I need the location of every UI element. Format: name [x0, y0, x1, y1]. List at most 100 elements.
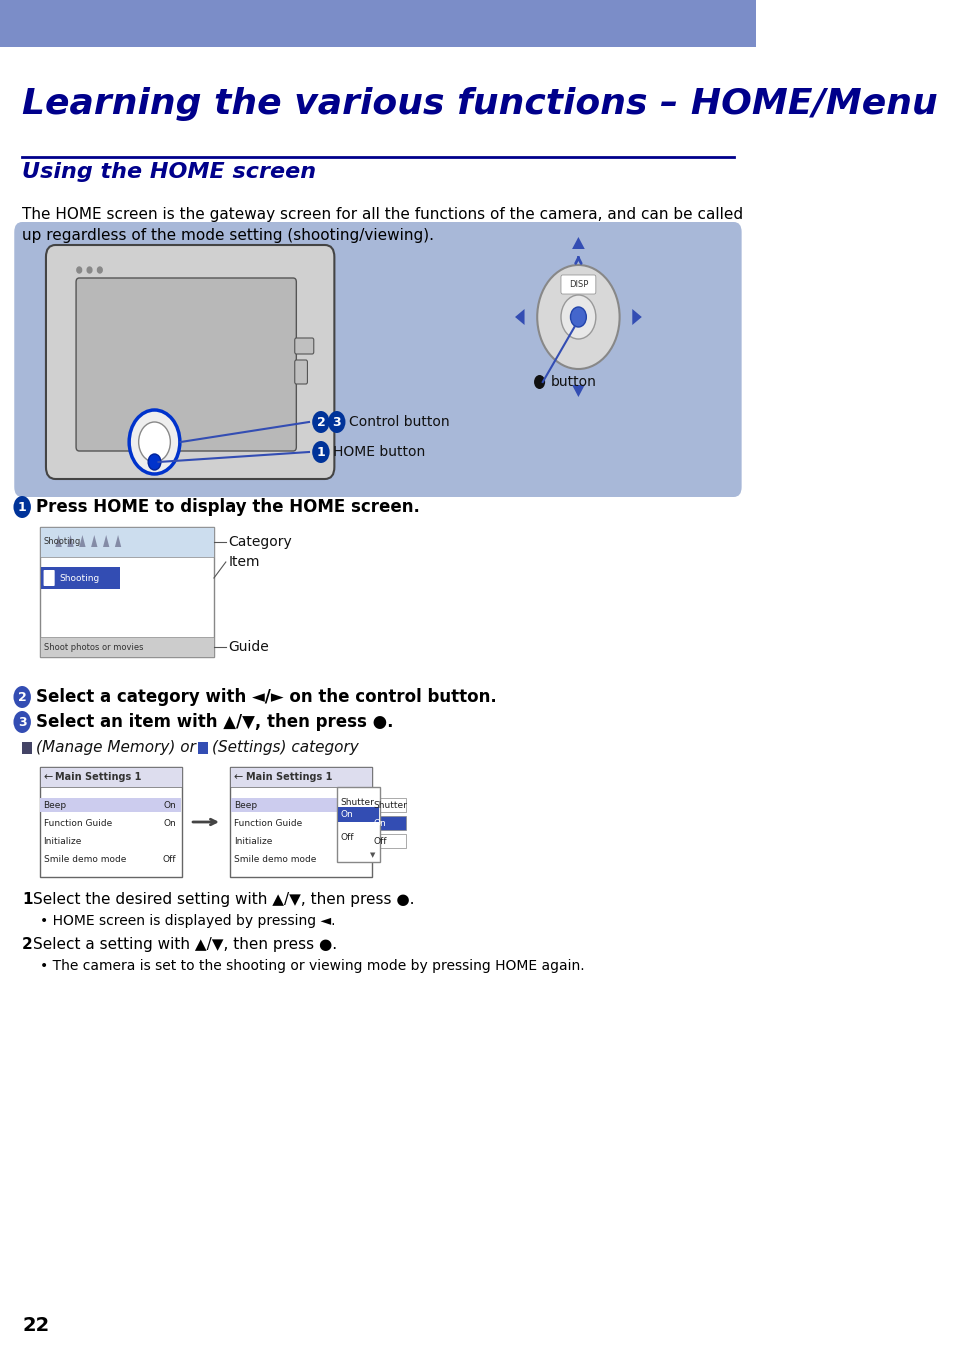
Circle shape [312, 441, 330, 463]
Circle shape [13, 711, 30, 733]
Polygon shape [68, 535, 73, 547]
FancyBboxPatch shape [22, 742, 31, 754]
Text: Item: Item [228, 555, 259, 569]
Circle shape [148, 455, 161, 470]
FancyBboxPatch shape [371, 798, 406, 813]
Polygon shape [79, 535, 86, 547]
Text: Shooting: Shooting [59, 574, 99, 582]
Text: Select a setting with ▲/▼, then press ●.: Select a setting with ▲/▼, then press ●. [33, 936, 337, 953]
Text: On: On [340, 810, 354, 818]
Text: 1: 1 [18, 501, 27, 513]
Circle shape [129, 410, 180, 474]
Circle shape [13, 687, 30, 708]
FancyBboxPatch shape [371, 816, 406, 830]
Circle shape [138, 422, 171, 461]
Text: Using the HOME screen: Using the HOME screen [22, 161, 316, 182]
Circle shape [534, 375, 544, 389]
Text: Off: Off [340, 832, 354, 841]
FancyBboxPatch shape [560, 275, 596, 294]
FancyBboxPatch shape [76, 278, 296, 451]
Text: 2: 2 [18, 691, 27, 703]
Text: On: On [373, 818, 386, 828]
Polygon shape [55, 535, 62, 547]
Text: Initialize: Initialize [44, 836, 82, 845]
Text: Shoot photos or movies: Shoot photos or movies [44, 642, 143, 651]
Polygon shape [515, 309, 524, 324]
Text: Category: Category [228, 535, 292, 550]
Text: On: On [163, 801, 175, 810]
Polygon shape [572, 385, 584, 398]
Text: Select a category with ◄/► on the control button.: Select a category with ◄/► on the contro… [36, 688, 497, 706]
Text: (Manage Memory) or: (Manage Memory) or [35, 740, 195, 754]
Polygon shape [632, 309, 641, 324]
Text: Shutter: Shutter [340, 798, 375, 806]
Circle shape [328, 411, 345, 433]
FancyBboxPatch shape [40, 767, 182, 787]
FancyBboxPatch shape [44, 570, 54, 586]
Polygon shape [572, 237, 584, 248]
Polygon shape [91, 535, 97, 547]
FancyBboxPatch shape [40, 798, 181, 813]
Text: Main Settings 1: Main Settings 1 [245, 772, 332, 782]
Text: Select an item with ▲/▼, then press ●.: Select an item with ▲/▼, then press ●. [36, 712, 394, 731]
Text: 3: 3 [18, 715, 27, 729]
Text: • HOME screen is displayed by pressing ◄.: • HOME screen is displayed by pressing ◄… [40, 915, 335, 928]
Text: Main Settings 1: Main Settings 1 [55, 772, 142, 782]
FancyBboxPatch shape [371, 833, 406, 848]
FancyBboxPatch shape [337, 807, 378, 822]
Text: ▼: ▼ [370, 852, 375, 858]
Text: Function Guide: Function Guide [44, 818, 112, 828]
Text: Function Guide: Function Guide [233, 818, 302, 828]
Text: 2: 2 [316, 415, 325, 429]
Text: • The camera is set to the shooting or viewing mode by pressing HOME again.: • The camera is set to the shooting or v… [40, 959, 583, 973]
Circle shape [537, 265, 618, 369]
Text: Control button: Control button [348, 415, 449, 429]
FancyBboxPatch shape [0, 0, 755, 47]
Polygon shape [114, 535, 121, 547]
FancyBboxPatch shape [40, 527, 213, 556]
Text: Smile demo mode: Smile demo mode [44, 855, 126, 863]
Text: Off: Off [373, 836, 386, 845]
Text: 22: 22 [22, 1316, 50, 1335]
FancyBboxPatch shape [14, 223, 740, 497]
FancyBboxPatch shape [336, 787, 380, 862]
Text: 1: 1 [22, 892, 32, 906]
Text: Initialize: Initialize [233, 836, 272, 845]
Text: HOME button: HOME button [333, 445, 425, 459]
Text: Press HOME to display the HOME screen.: Press HOME to display the HOME screen. [36, 498, 420, 516]
Circle shape [312, 411, 330, 433]
Text: Smile demo mode: Smile demo mode [233, 855, 315, 863]
Text: Select the desired setting with ▲/▼, then press ●.: Select the desired setting with ▲/▼, the… [33, 892, 415, 906]
Text: Beep: Beep [44, 801, 67, 810]
Text: Beep: Beep [233, 801, 256, 810]
Text: Off: Off [162, 855, 175, 863]
Circle shape [97, 267, 102, 273]
FancyBboxPatch shape [294, 360, 307, 384]
FancyBboxPatch shape [294, 338, 314, 354]
Circle shape [13, 497, 30, 518]
FancyBboxPatch shape [230, 767, 372, 877]
Text: Guide: Guide [228, 641, 269, 654]
Text: Learning the various functions – HOME/Menu: Learning the various functions – HOME/Me… [22, 87, 937, 121]
Text: Shutter: Shutter [373, 801, 407, 810]
Circle shape [560, 294, 596, 339]
FancyBboxPatch shape [230, 767, 372, 787]
Circle shape [87, 267, 91, 273]
Text: (Settings) category: (Settings) category [212, 740, 358, 754]
Text: ←: ← [44, 772, 53, 782]
FancyBboxPatch shape [231, 798, 372, 813]
Text: DISP: DISP [568, 280, 587, 289]
FancyBboxPatch shape [46, 246, 334, 479]
Circle shape [570, 307, 586, 327]
FancyBboxPatch shape [40, 767, 182, 877]
Text: 2: 2 [22, 936, 33, 953]
Text: The HOME screen is the gateway screen for all the functions of the camera, and c: The HOME screen is the gateway screen fo… [22, 208, 742, 243]
Polygon shape [103, 535, 110, 547]
Circle shape [77, 267, 82, 273]
FancyBboxPatch shape [41, 567, 120, 589]
Text: button: button [550, 375, 596, 389]
Text: 1: 1 [316, 445, 325, 459]
FancyBboxPatch shape [40, 527, 213, 657]
Text: 3: 3 [332, 415, 341, 429]
FancyBboxPatch shape [198, 742, 208, 754]
